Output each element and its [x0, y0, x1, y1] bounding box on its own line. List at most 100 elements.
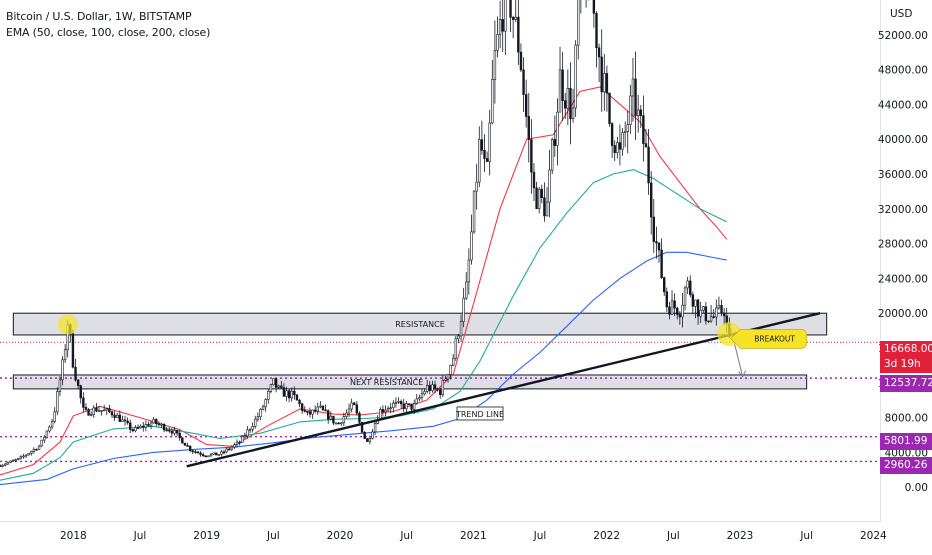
- candle: [218, 454, 220, 455]
- candle-body: [280, 386, 282, 388]
- candle-body: [385, 410, 387, 412]
- candle-body: [510, 0, 512, 17]
- candle-body: [291, 391, 293, 398]
- candle-body: [38, 446, 40, 449]
- level-tag-1: 12537.72: [880, 375, 932, 392]
- candle-body: [679, 314, 681, 316]
- candle-body: [697, 300, 699, 316]
- candle: [181, 437, 183, 443]
- candle-body: [158, 424, 160, 425]
- candle-body: [504, 0, 506, 31]
- candle-body: [476, 182, 478, 191]
- candle-body: [54, 412, 56, 421]
- candle-body: [43, 437, 45, 440]
- candle-body: [601, 57, 603, 92]
- level-tag-2: 5801.99: [880, 433, 932, 450]
- y-tick-label: 52000.00: [878, 30, 928, 42]
- candle-body: [12, 460, 14, 461]
- candle-body: [546, 202, 548, 216]
- candle-body: [411, 404, 413, 409]
- candle-body: [530, 140, 532, 173]
- candle-body: [520, 52, 522, 70]
- candle-body: [72, 334, 74, 367]
- candle-body: [512, 17, 514, 19]
- candle-body: [374, 423, 376, 431]
- candle-body: [59, 380, 61, 392]
- candle-body: [689, 281, 691, 295]
- candle-body: [682, 305, 684, 317]
- candle-body: [286, 391, 288, 397]
- candle-body: [207, 456, 209, 457]
- candle-body: [330, 416, 332, 419]
- current-price-tag: 16668.00 3d 19h: [880, 341, 932, 373]
- y-tick-label: 28000.00: [878, 239, 928, 251]
- current-price-value: 16668.00: [884, 342, 932, 357]
- candle: [46, 430, 48, 438]
- candle-body: [299, 400, 301, 404]
- candle-body: [95, 408, 97, 411]
- candle-body: [656, 242, 658, 244]
- next-resistance-label: NEXT RESISTANCE: [350, 378, 423, 387]
- candle-body: [137, 428, 139, 429]
- candle-body: [260, 409, 262, 416]
- candle-body: [416, 399, 418, 403]
- candle: [364, 431, 366, 439]
- candle-body: [549, 170, 551, 202]
- candle: [359, 411, 361, 424]
- candle-body: [155, 419, 157, 423]
- candle-body: [228, 449, 230, 450]
- candle-body: [596, 13, 598, 47]
- candle-body: [570, 88, 572, 118]
- candle-body: [491, 79, 493, 123]
- candle-body: [593, 0, 595, 13]
- candle-body: [64, 350, 66, 360]
- candle-body: [319, 406, 321, 407]
- candle-body: [30, 451, 32, 453]
- countdown-value: 3d 19h: [884, 357, 932, 372]
- candle-body: [437, 389, 439, 390]
- candle-body: [398, 401, 400, 402]
- candle-body: [145, 424, 147, 427]
- candle-body: [101, 410, 103, 411]
- candle-body: [247, 430, 249, 436]
- candle-body: [372, 432, 374, 438]
- x-tick-label: 2018: [60, 530, 87, 542]
- candle-body: [629, 96, 631, 125]
- candle-body: [322, 406, 324, 410]
- candle-body: [648, 147, 650, 183]
- candle-body: [132, 429, 134, 430]
- candle-body: [663, 278, 665, 292]
- candle-body: [270, 385, 272, 392]
- candle-body: [400, 401, 402, 403]
- candle-body: [528, 116, 530, 139]
- candle: [184, 443, 186, 446]
- candle-body: [622, 133, 624, 150]
- candle-body: [85, 407, 87, 409]
- y-tick-label: 8000.00: [885, 413, 928, 425]
- candle-body: [359, 413, 361, 422]
- candle-body: [7, 463, 9, 464]
- candle-body: [395, 402, 397, 403]
- candle-body: [226, 449, 228, 452]
- x-tick-label: Jul: [399, 530, 413, 542]
- candle-body: [348, 409, 350, 413]
- candle-body: [49, 427, 51, 431]
- candle-body: [51, 421, 53, 427]
- candle-body: [718, 305, 720, 308]
- x-tick-label: 2019: [193, 530, 220, 542]
- indicator-label: EMA (50, close, 100, close, 200, close): [6, 25, 210, 41]
- candle-body: [353, 403, 355, 405]
- candle-body: [17, 458, 19, 459]
- candle: [215, 453, 217, 455]
- candle-body: [658, 243, 660, 250]
- candle-body: [523, 70, 525, 95]
- candle-body: [387, 408, 389, 410]
- candle-body: [194, 452, 196, 453]
- candle-body: [41, 440, 43, 446]
- candle-body: [708, 321, 710, 322]
- candle-body: [421, 394, 423, 398]
- candle-body: [541, 189, 543, 197]
- candle-body: [405, 404, 407, 409]
